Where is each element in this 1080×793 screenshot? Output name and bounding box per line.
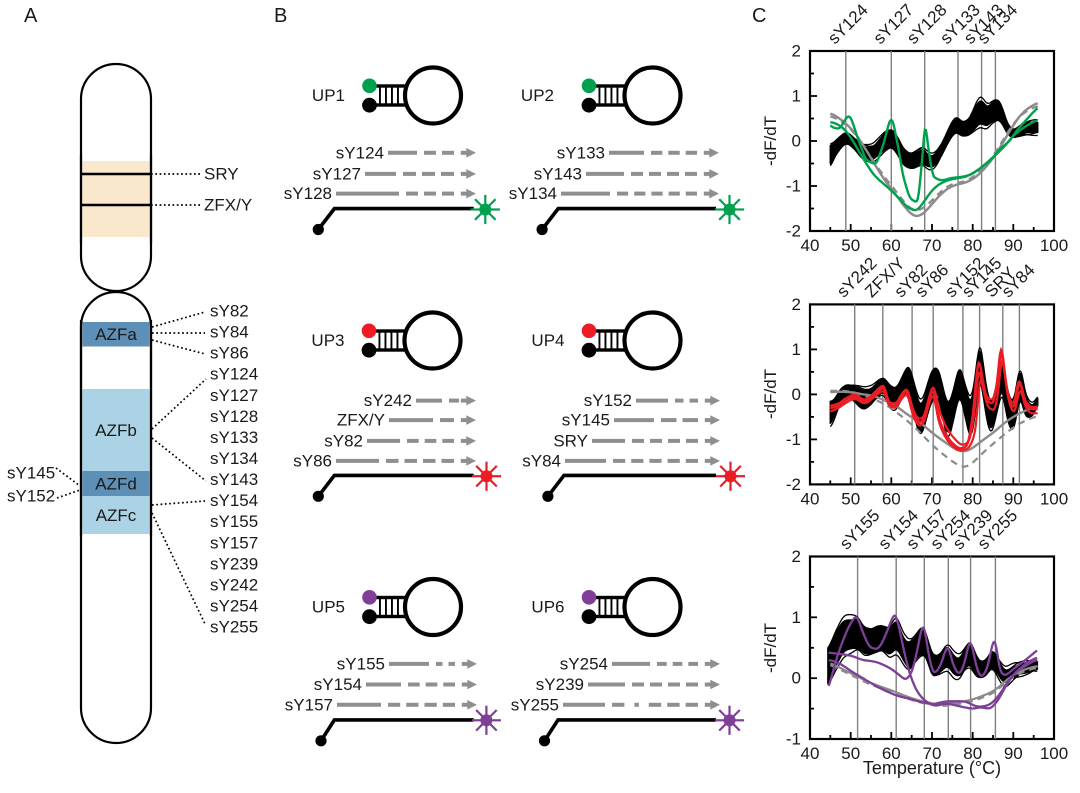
svg-text:UP4: UP4 [531,331,564,350]
svg-text:-1: -1 [786,730,801,749]
svg-text:sY143: sY143 [210,470,258,489]
svg-text:ZFX/Y: ZFX/Y [337,411,385,430]
svg-text:0: 0 [792,669,801,688]
svg-text:UP1: UP1 [312,86,345,105]
svg-text:sY133: sY133 [557,143,605,162]
svg-text:1: 1 [792,87,801,106]
svg-text:70: 70 [923,236,942,255]
svg-text:80: 80 [963,236,982,255]
svg-text:sY145: sY145 [562,411,610,430]
svg-text:sY154: sY154 [210,491,258,510]
svg-text:40: 40 [801,744,820,763]
svg-text:sY157: sY157 [285,695,333,714]
svg-text:ZFX/Y: ZFX/Y [204,196,252,215]
svg-text:100: 100 [1040,236,1068,255]
svg-text:sY145: sY145 [7,464,55,483]
svg-text:sY152: sY152 [584,391,632,410]
svg-text:sY134: sY134 [210,449,258,468]
svg-text:sY154: sY154 [314,675,362,694]
svg-text:1: 1 [792,340,801,359]
svg-text:40: 40 [801,236,820,255]
svg-text:2: 2 [792,547,801,566]
svg-text:50: 50 [841,489,860,508]
svg-text:sY254: sY254 [210,597,258,616]
svg-text:-dF/dT: -dF/dT [761,369,780,419]
svg-text:SRY: SRY [553,431,588,450]
svg-text:90: 90 [1004,236,1023,255]
svg-text:sY84: sY84 [210,323,249,342]
svg-text:sY86: sY86 [293,451,332,470]
svg-text:100: 100 [1040,489,1068,508]
svg-text:AZFd: AZFd [95,475,137,494]
svg-text:AZFa: AZFa [95,325,137,344]
svg-text:sY157: sY157 [210,533,258,552]
svg-text:-2: -2 [786,475,801,494]
svg-text:sY128: sY128 [284,184,332,203]
svg-text:Temperature (°C): Temperature (°C) [863,758,1001,778]
svg-text:sY239: sY239 [536,675,584,694]
svg-text:sY127: sY127 [313,164,361,183]
svg-text:sY152: sY152 [7,487,55,506]
svg-text:sY143: sY143 [534,164,582,183]
svg-text:sY155: sY155 [210,512,258,531]
svg-text:sY134: sY134 [509,184,557,203]
svg-text:50: 50 [841,744,860,763]
svg-text:-1: -1 [786,430,801,449]
svg-text:B: B [274,5,287,27]
svg-text:sY239: sY239 [210,554,258,573]
svg-text:AZFb: AZFb [95,421,137,440]
svg-text:UP6: UP6 [531,598,564,617]
svg-text:60: 60 [882,236,901,255]
svg-text:sY242: sY242 [210,575,258,594]
svg-text:sY124: sY124 [824,0,872,48]
svg-text:80: 80 [963,744,982,763]
svg-text:A: A [24,5,38,27]
svg-text:sY255: sY255 [511,695,559,714]
svg-text:sY254: sY254 [560,654,608,673]
svg-text:0: 0 [792,132,801,151]
svg-text:sY255: sY255 [210,618,258,637]
svg-text:sY128: sY128 [210,407,258,426]
svg-text:50: 50 [841,236,860,255]
svg-text:2: 2 [792,295,801,314]
svg-text:-2: -2 [786,222,801,241]
svg-text:70: 70 [923,489,942,508]
svg-text:sY242: sY242 [364,391,412,410]
svg-text:sY124: sY124 [210,365,258,384]
svg-text:100: 100 [1040,744,1068,763]
svg-text:90: 90 [1004,744,1023,763]
svg-text:sY155: sY155 [836,506,884,554]
svg-text:sY127: sY127 [210,386,258,405]
svg-text:-dF/dT: -dF/dT [761,116,780,166]
svg-text:UP3: UP3 [311,331,344,350]
svg-text:60: 60 [882,489,901,508]
svg-text:AZFc: AZFc [96,506,137,525]
svg-text:70: 70 [923,744,942,763]
svg-text:40: 40 [801,489,820,508]
svg-text:80: 80 [963,489,982,508]
svg-text:C: C [752,5,766,27]
svg-text:sY86: sY86 [210,344,249,363]
svg-text:sY133: sY133 [210,428,258,447]
svg-text:1: 1 [792,608,801,627]
svg-text:-dF/dT: -dF/dT [761,623,780,673]
svg-text:sY84: sY84 [522,451,561,470]
svg-text:-1: -1 [786,177,801,196]
svg-text:0: 0 [792,385,801,404]
svg-text:sY124: sY124 [336,143,384,162]
svg-text:UP5: UP5 [312,598,345,617]
svg-text:90: 90 [1004,489,1023,508]
svg-text:UP2: UP2 [521,86,554,105]
svg-text:sY155: sY155 [337,654,385,673]
svg-text:2: 2 [792,42,801,61]
svg-text:sY82: sY82 [210,302,249,321]
svg-text:SRY: SRY [204,165,239,184]
svg-text:60: 60 [882,744,901,763]
svg-text:sY82: sY82 [324,431,363,450]
